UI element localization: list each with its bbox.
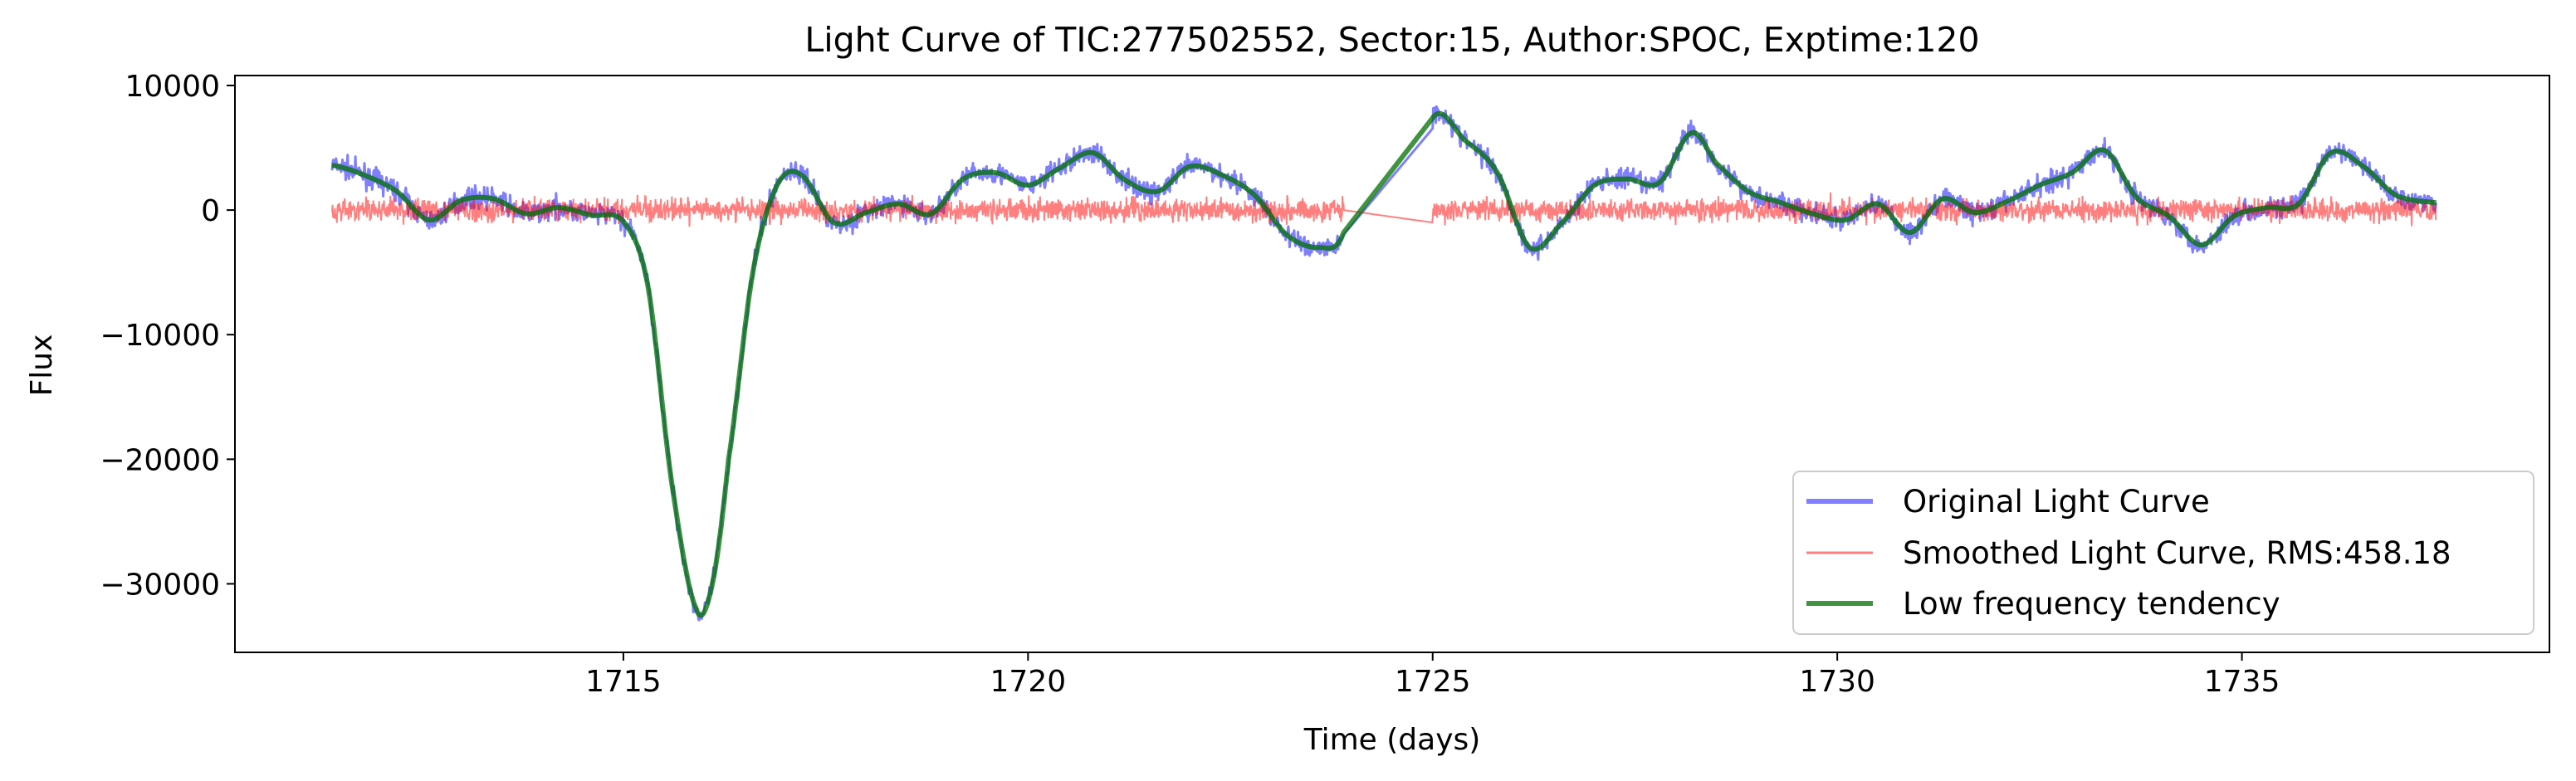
x-tick-label: 1715 xyxy=(585,665,662,699)
x-axis-ticks: 1715 1720 1725 1730 1735 xyxy=(585,652,2280,699)
legend: Original Light Curve Smoothed Light Curv… xyxy=(1792,471,2534,635)
y-tick-label: −20000 xyxy=(100,443,220,477)
legend-label-low-frequency: Low frequency tendency xyxy=(1903,586,2280,622)
x-tick-label: 1720 xyxy=(990,665,1067,699)
x-tick-label: 1725 xyxy=(1395,665,1471,699)
x-tick-label: 1735 xyxy=(2204,665,2280,699)
legend-label-smoothed: Smoothed Light Curve, RMS:458.18 xyxy=(1903,535,2451,571)
y-tick-label: 0 xyxy=(201,194,220,228)
y-tick-label: −30000 xyxy=(100,568,220,602)
series-layer xyxy=(330,105,2438,622)
x-tick-label: 1730 xyxy=(1799,665,1875,699)
series-low-frequency-tendency xyxy=(330,110,2438,618)
y-tick-label: 10000 xyxy=(125,70,220,104)
y-axis-label: Flux xyxy=(25,334,59,397)
legend-box xyxy=(1792,471,2534,635)
y-tick-label: −10000 xyxy=(100,319,220,353)
y-axis-ticks: 10000 0 −10000 −20000 −30000 xyxy=(100,70,235,602)
plot-frame xyxy=(234,75,2550,653)
chart-title: Light Curve of TIC:277502552, Sector:15,… xyxy=(804,20,1979,60)
series-smoothed-light-curve xyxy=(331,192,2437,227)
legend-label-original: Original Light Curve xyxy=(1903,484,2210,520)
x-axis-label: Time (days) xyxy=(1303,723,1481,757)
